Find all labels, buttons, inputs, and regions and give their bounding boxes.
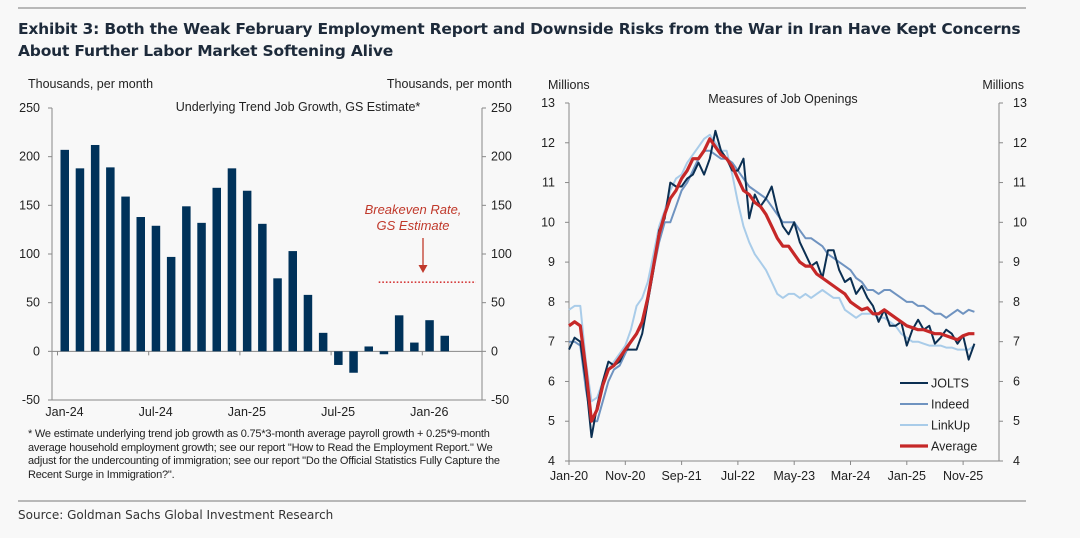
bar-feb-25 — [258, 223, 267, 352]
y-tick-label-right: 7 — [1013, 335, 1020, 349]
x-tick-label: Jul-24 — [139, 405, 173, 419]
bar-may-24 — [121, 196, 130, 352]
legend-label-jolts: JOLTS — [931, 377, 969, 391]
bar-nov-25 — [394, 315, 404, 352]
y-tick-label-left: 100 — [19, 247, 40, 261]
bar-apr-25 — [288, 251, 297, 352]
bar-jun-25 — [318, 332, 328, 352]
bar-feb-26 — [440, 335, 449, 352]
x-tick-label: May-23 — [773, 469, 815, 483]
y-tick-label-left: 50 — [26, 296, 40, 310]
y-tick-label-right: 8 — [1013, 295, 1020, 309]
y-tick-label-right: 12 — [1013, 136, 1027, 150]
series-line-jolts — [568, 129, 976, 439]
y-tick-label-right: 100 — [491, 247, 512, 261]
y-tick-label-right: 250 — [491, 101, 512, 115]
series-line-indeed — [569, 149, 975, 423]
y-tick-label-right: 150 — [491, 198, 512, 212]
breakeven-label-line2: GS Estimate — [377, 218, 450, 233]
y-tick-label-left: 4 — [548, 454, 555, 468]
y-tick-label-left: -50 — [22, 393, 40, 407]
y-tick-label-right: 11 — [1013, 176, 1026, 190]
annotation-arrow-head — [418, 265, 428, 273]
bar-sep-24 — [182, 206, 191, 352]
footnote: * We estimate underlying trend job growt… — [28, 428, 500, 481]
y-tick-label-right: 50 — [491, 296, 505, 310]
y-tick-label-left: 9 — [548, 255, 555, 269]
y-tick-label-left: 7 — [548, 335, 555, 349]
x-tick-label: Nov-20 — [605, 469, 645, 483]
x-tick-label: Sep-21 — [661, 469, 701, 483]
bar-may-25 — [303, 294, 313, 352]
legend-label-indeed: Indeed — [931, 398, 969, 412]
x-tick-label: Jan-24 — [45, 405, 83, 419]
bar-jan-25 — [242, 190, 252, 352]
y-tick-label-left: 6 — [548, 374, 555, 388]
line-chart: 4 4 5 5 6 6 7 7 8 8 9 9 10 10 11 11 12 12 13 13 Millions Mill… — [541, 78, 1027, 483]
y-tick-label-right: 6 — [1013, 374, 1020, 388]
y-tick-label-right: 200 — [491, 150, 512, 164]
x-tick-label: Jan-25 — [888, 469, 926, 483]
series-line-linkup — [568, 133, 975, 403]
bar-jul-25 — [334, 351, 343, 365]
source-text: Source: Goldman Sachs Global Investment … — [18, 508, 334, 522]
y-tick-label-left: 10 — [541, 215, 555, 229]
bar-oct-25 — [379, 351, 389, 355]
bar-sep-25 — [364, 346, 373, 352]
y-tick-label-left: 0 — [33, 344, 40, 358]
x-tick-label: Jan-26 — [410, 405, 448, 419]
y-tick-label-right: 0 — [491, 344, 498, 358]
y-tick-label-left: 5 — [548, 414, 555, 428]
bar-mar-25 — [273, 278, 282, 352]
x-tick-label: Jul-22 — [721, 469, 755, 483]
x-tick-label: Jul-25 — [321, 405, 355, 419]
breakeven-label-line1: Breakeven Rate, — [365, 202, 462, 217]
y-tick-label-left: 13 — [541, 96, 555, 110]
y-axis-label-left: Millions — [548, 78, 590, 92]
bar-chart: -50 -50 0 0 50 50 100 100 150 150 200 200 250 250 Thou… — [19, 77, 512, 419]
x-tick-label: Jan-25 — [228, 405, 266, 419]
bar-aug-24 — [166, 256, 176, 352]
bar-feb-24 — [75, 168, 85, 352]
exhibit-title: Exhibit 3: Both the Weak February Employ… — [18, 20, 1021, 60]
y-tick-label-right: 10 — [1013, 215, 1027, 229]
y-axis-label-left: Thousands, per month — [28, 77, 153, 91]
x-tick-label: Mar-24 — [831, 469, 871, 483]
bar-apr-24 — [106, 167, 115, 352]
x-tick-label: Nov-25 — [943, 469, 983, 483]
legend-label-average: Average — [931, 440, 977, 454]
x-tick-label: Jan-20 — [550, 469, 588, 483]
bar-nov-24 — [212, 187, 221, 352]
y-axis-label-right: Millions — [982, 78, 1024, 92]
bar-jan-26 — [425, 320, 434, 352]
y-tick-label-left: 200 — [19, 150, 40, 164]
y-tick-label-left: 250 — [19, 101, 40, 115]
bar-mar-24 — [90, 144, 100, 352]
bar-oct-24 — [197, 222, 206, 352]
y-tick-label-right: 4 — [1013, 454, 1020, 468]
y-axis-label-right: Thousands, per month — [387, 77, 512, 91]
y-tick-label-left: 8 — [548, 295, 555, 309]
y-tick-label-right: 9 — [1013, 255, 1020, 269]
bar-jan-24 — [60, 149, 69, 352]
bar-aug-25 — [349, 351, 358, 373]
bar-dec-25 — [410, 342, 419, 352]
bar-jul-24 — [151, 225, 161, 352]
bar-dec-24 — [227, 168, 237, 352]
y-tick-label-right: -50 — [491, 393, 509, 407]
chart-title: Underlying Trend Job Growth, GS Estimate… — [176, 100, 421, 114]
top-rule — [18, 7, 1026, 9]
legend-label-linkup: LinkUp — [931, 419, 970, 433]
y-tick-label-right: 13 — [1013, 96, 1027, 110]
bar-jun-24 — [136, 217, 145, 352]
y-tick-label-right: 5 — [1013, 414, 1020, 428]
bottom-rule — [18, 500, 1026, 502]
y-tick-label-left: 12 — [541, 136, 555, 150]
chart-title: Measures of Job Openings — [708, 92, 857, 106]
series-line-average — [568, 137, 975, 423]
y-tick-label-left: 150 — [19, 198, 40, 212]
y-tick-label-left: 11 — [542, 176, 555, 190]
